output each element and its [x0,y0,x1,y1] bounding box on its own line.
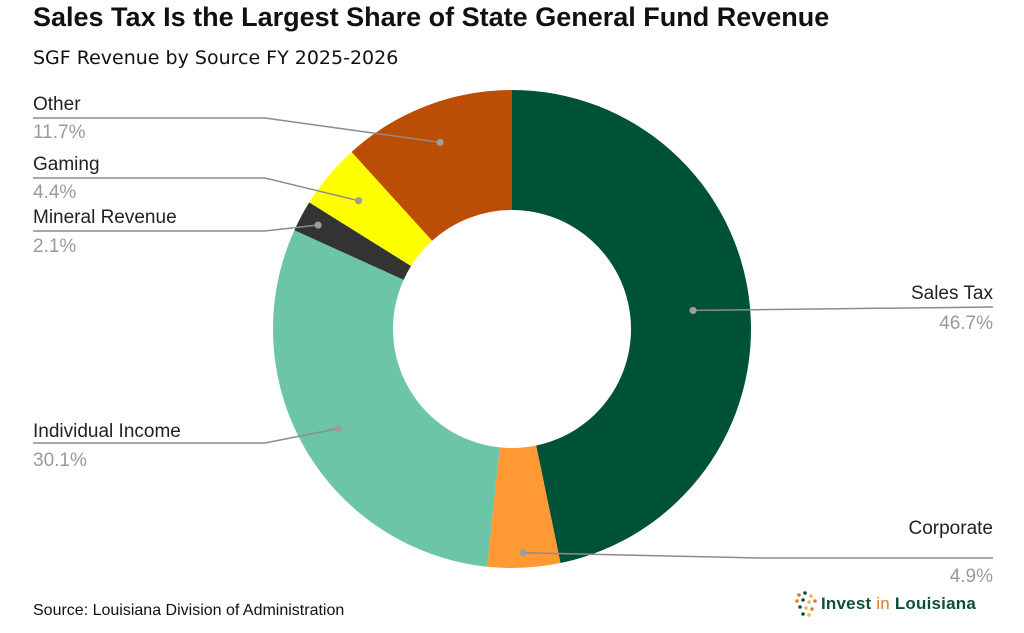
logo-dot [813,599,817,603]
source-note: Source: Louisiana Division of Administra… [33,602,345,619]
logo-dot [804,606,808,610]
label-value-individual-income: 30.1% [33,450,87,471]
slice-mineral-revenue [294,202,412,280]
logo-dot [801,612,805,616]
label-name-gaming: Gaming [33,154,100,175]
chart-subtitle: SGF Revenue by Source FY 2025-2026 [33,47,399,69]
leader-line-gaming [33,177,359,202]
leader-dot-other [436,138,444,146]
slice-individual-income [273,230,500,567]
logo-dot [807,613,811,617]
invest-in-louisiana-logo: Invest in Louisiana [793,587,976,621]
leader-dot-gaming [354,197,363,205]
label-name-corporate: Corporate [909,518,994,539]
leader-dot-corporate [519,549,527,557]
label-name-individual-income: Individual Income [33,421,181,442]
leader-dot-mineral-revenue [314,221,322,229]
chart-title: Sales Tax Is the Largest Share of State … [33,2,830,32]
leader-line-individual-income [33,427,339,444]
slice-sales-tax [512,90,751,564]
label-value-mineral-revenue: 2.1% [33,236,76,257]
slice-corporate [487,445,561,568]
logo-dot [797,593,801,597]
label-value-gaming: 4.4% [33,182,76,203]
leader-dot-sales-tax [689,306,697,315]
leader-line-mineral-revenue [33,224,319,232]
logo-dots-icon [795,591,817,617]
label-name-other: Other [33,94,81,115]
label-value-corporate: 4.9% [950,566,993,587]
slice-other [351,90,512,241]
logo-dot [795,599,799,603]
logo-dot [810,607,814,611]
logo-dot [807,600,811,604]
logo-dot [809,594,813,598]
label-value-other: 11.7% [33,122,86,143]
slice-gaming [309,151,433,266]
logo-dot [803,591,807,595]
label-name-sales-tax: Sales Tax [911,283,994,304]
logo-dot [801,598,805,602]
leader-line-corporate [523,551,993,559]
logo-text: Invest in Louisiana [821,594,976,613]
leader-line-sales-tax [693,306,994,312]
leader-dot-individual-income [334,424,343,433]
leader-line-other [33,117,441,144]
logo-dot [798,605,802,609]
label-value-sales-tax: 46.7% [939,313,993,334]
label-name-mineral-revenue: Mineral Revenue [33,207,177,228]
